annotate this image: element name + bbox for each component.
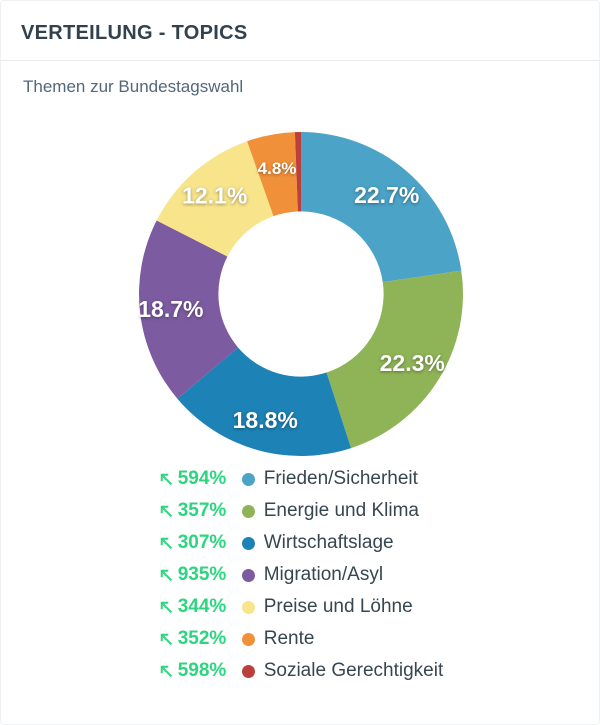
legend-item-energie-und-klima[interactable]: 357% Energie und Klima [157, 495, 444, 527]
trend-up-icon [160, 505, 172, 518]
legend-item-rente[interactable]: 352% Rente [157, 623, 444, 655]
legend-label: Preise und Löhne [263, 596, 413, 617]
legend-label: Wirtschaftslage [263, 532, 394, 553]
trend-up-icon [160, 633, 172, 646]
slice-label-wirtschaftslage: 18.8% [233, 407, 298, 433]
legend-label: Frieden/Sicherheit [263, 468, 418, 489]
donut-slice-migration-asyl[interactable] [139, 220, 239, 399]
slice-label-migration-asyl: 18.7% [138, 296, 203, 322]
slice-label-preise-und-loehne: 12.1% [182, 182, 247, 208]
card-header: VERTEILUNG - TOPICS [1, 1, 599, 61]
donut-slice-soziale-gerechtigkeit[interactable] [294, 132, 301, 212]
trend-up-icon [160, 473, 172, 486]
trend-up-icon [160, 665, 172, 678]
trend-value: 594% [177, 468, 227, 489]
legend-color-dot [241, 536, 255, 550]
legend-label: Soziale Gerechtigkeit [263, 660, 444, 681]
donut-chart: 22.7% 22.3% 18.8% 18.7% 12.1% 4.8% [138, 132, 463, 456]
legend-item-wirtschaftslage[interactable]: 307% Wirtschaftslage [157, 527, 444, 559]
trend-up-icon [160, 537, 172, 550]
legend-label: Rente [263, 628, 315, 649]
slice-label-energie-und-klima: 22.3% [380, 350, 445, 376]
legend-item-soziale-gerechtigkeit[interactable]: 598% Soziale Gerechtigkeit [157, 655, 444, 687]
legend-color-dot [241, 600, 255, 614]
trend-value: 307% [177, 532, 227, 553]
legend-item-frieden-sicherheit[interactable]: 594% Frieden/Sicherheit [157, 463, 444, 495]
chart-subtitle: Themen zur Bundestagswahl [23, 77, 244, 96]
donut-slice-frieden-sicherheit[interactable] [301, 132, 462, 283]
trend-value: 357% [177, 500, 227, 521]
donut-slice-wirtschaftslage[interactable] [177, 347, 352, 456]
trend-value: 344% [177, 596, 227, 617]
legend-color-dot [241, 632, 255, 646]
card-title: VERTEILUNG - TOPICS [21, 22, 248, 44]
chart-legend: 594% Frieden/Sicherheit 357% Energie und Kl… [157, 463, 444, 687]
legend-color-dot [241, 568, 255, 582]
donut-slice-rente[interactable] [247, 132, 298, 217]
legend-color-dot [241, 664, 255, 678]
trend-up-icon [160, 601, 172, 614]
trend-value: 935% [177, 564, 227, 585]
legend-item-migration-asyl[interactable]: 935% Migration/Asyl [157, 559, 444, 591]
legend-label: Energie und Klima [263, 500, 419, 521]
legend-color-dot [241, 504, 255, 518]
donut-slice-preise-und-loehne[interactable] [156, 141, 274, 257]
slice-label-frieden-sicherheit: 22.7% [354, 182, 419, 208]
donut-slice-energie-und-klima[interactable] [326, 270, 463, 449]
legend-color-dot [241, 472, 255, 486]
legend-label: Migration/Asyl [263, 564, 384, 585]
trend-up-icon [160, 569, 172, 582]
trend-value: 598% [177, 660, 227, 681]
slice-label-rente: 4.8% [258, 159, 297, 178]
trend-value: 352% [177, 628, 227, 649]
legend-item-preise-und-loehne[interactable]: 344% Preise und Löhne [157, 591, 444, 623]
